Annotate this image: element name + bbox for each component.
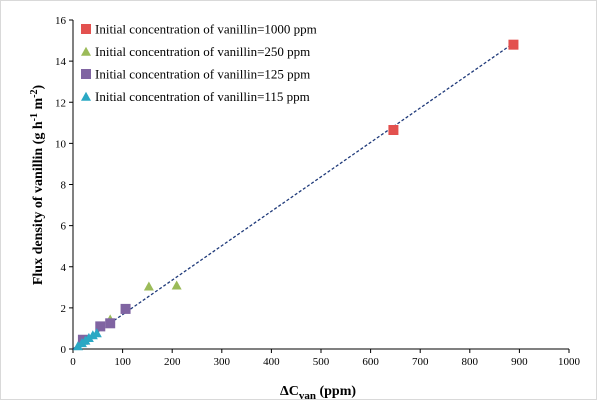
x-tick-label: 300 <box>214 356 231 368</box>
legend-label-4: Initial concentration of vanillin=115 pp… <box>95 89 310 104</box>
x-tick-label: 100 <box>114 356 131 368</box>
trendline-layer <box>72 43 513 350</box>
legend-marker-3 <box>81 69 91 79</box>
y-tick-label: 12 <box>55 97 66 109</box>
x-axis-title: ΔCvan (ppm) <box>280 384 356 400</box>
data-point-series-2 <box>143 281 154 291</box>
y-tick-label: 10 <box>55 138 67 150</box>
legend-label-3: Initial concentration of vanillin=125 pp… <box>95 67 310 82</box>
trendline <box>72 43 513 350</box>
x-tick-label: 600 <box>362 356 379 368</box>
data-points <box>72 39 519 351</box>
y-tick-label: 16 <box>55 15 67 27</box>
legend-marker-4 <box>81 91 91 101</box>
x-tick-label: 1000 <box>558 356 581 368</box>
data-point-series-3 <box>105 318 116 329</box>
x-tick-label: 200 <box>164 356 181 368</box>
y-axis-title: Flux density of vanillin (g h-1 m-2) <box>29 85 46 286</box>
legend-marker-1 <box>81 24 91 34</box>
x-tick-label: 700 <box>412 356 429 368</box>
legend-marker-2 <box>81 46 91 56</box>
legend: Initial concentration of vanillin=1000 p… <box>81 22 317 104</box>
legend-label-1: Initial concentration of vanillin=1000 p… <box>95 22 317 37</box>
y-tick-label: 4 <box>61 262 67 274</box>
y-tick-label: 0 <box>61 344 67 356</box>
axes <box>69 19 570 353</box>
y-tick-label: 6 <box>61 221 67 233</box>
y-tick-label: 14 <box>55 56 67 68</box>
legend-label-2: Initial concentration of vanillin=250 pp… <box>95 44 310 59</box>
y-tick-label: 2 <box>61 303 67 315</box>
data-point-series-1 <box>388 125 399 136</box>
x-tick-label: 500 <box>313 356 330 368</box>
data-point-series-3 <box>120 303 131 314</box>
data-point-series-1 <box>508 39 519 50</box>
y-tick-label: 8 <box>61 180 67 192</box>
x-tick-label: 800 <box>462 356 479 368</box>
x-tick-label: 900 <box>511 356 528 368</box>
data-point-series-2 <box>171 280 182 290</box>
x-tick-label: 400 <box>263 356 280 368</box>
tick-labels: 0 100 200 300 400 500 600 700 800 900 1000 0 2 4 6 8 10 1… <box>55 15 581 368</box>
data-point-series-4 <box>91 328 102 338</box>
x-tick-label: 0 <box>70 356 76 368</box>
data-point-series-3 <box>95 321 106 332</box>
